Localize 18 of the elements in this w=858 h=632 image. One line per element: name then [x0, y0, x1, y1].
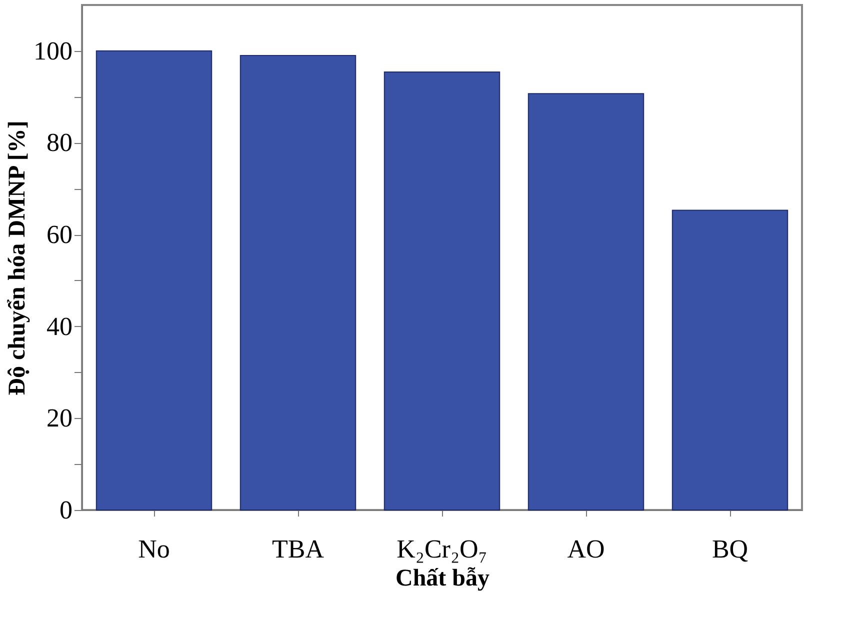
bar — [528, 93, 644, 510]
bar — [96, 50, 212, 510]
x-tick-label: No — [138, 534, 170, 564]
bar — [672, 210, 788, 510]
bar — [240, 55, 356, 510]
x-axis-title: Chất bẫy — [395, 566, 490, 592]
y-tick-label: 40 — [46, 312, 72, 341]
y-tick-label: 20 — [46, 404, 72, 433]
y-tick-label: 100 — [34, 36, 72, 66]
x-tick-label: TBA — [272, 534, 324, 564]
y-tick-label: 60 — [46, 220, 72, 250]
x-tick-label: BQ — [712, 534, 748, 564]
y-tick-label: 80 — [46, 128, 72, 158]
y-tick-label: 0 — [60, 496, 72, 524]
y-axis-title: Độ chuyển hóa DMNP [%] — [4, 120, 30, 396]
x-tick-label: K₂Cr₂O₇ — [396, 534, 488, 564]
x-tick-label: AO — [567, 534, 605, 564]
bar — [384, 72, 500, 510]
